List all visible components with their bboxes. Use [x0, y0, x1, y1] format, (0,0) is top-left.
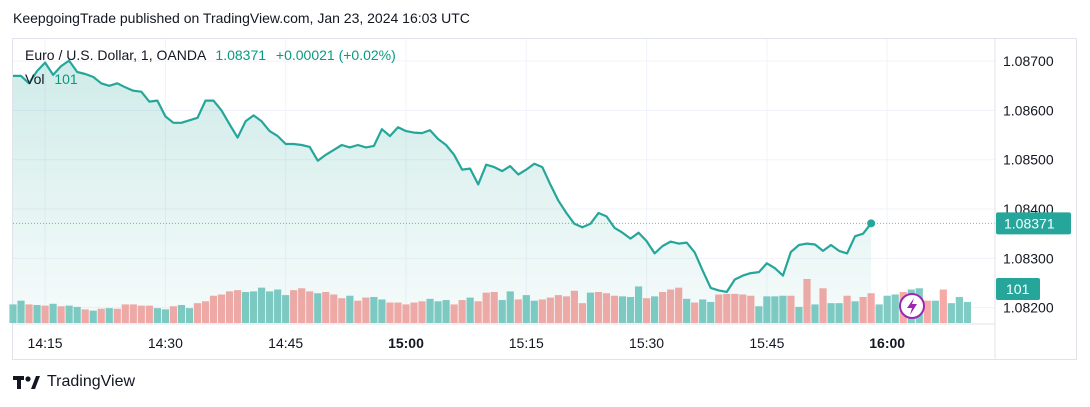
tradingview-logo-icon — [13, 376, 40, 389]
last-price-badge-label: 1.08371 — [1004, 215, 1055, 231]
publish-header-text: KeepgoingTrade published on TradingView.… — [13, 10, 470, 26]
price-change-value: +0.00021 (+0.02%) — [275, 47, 396, 63]
volume-bar — [939, 289, 947, 323]
volume-bar — [875, 304, 883, 323]
volume-legend[interactable]: Vol 101 — [25, 71, 78, 87]
series-legend[interactable]: Euro / U.S. Dollar, 1, OANDA 1.08371 +0.… — [25, 47, 396, 63]
y-tick-label: 1.08300 — [1003, 250, 1054, 266]
brand-footer[interactable]: TradingView — [13, 373, 135, 391]
volume-value: 101 — [54, 71, 78, 87]
x-tick-label: 16:00 — [869, 335, 905, 351]
last-price-dot — [867, 219, 876, 228]
y-tick-label: 1.08500 — [1003, 152, 1054, 168]
volume-bar — [947, 303, 955, 323]
volume-bar — [867, 293, 875, 323]
volume-bar — [955, 296, 963, 323]
x-tick-label: 15:15 — [509, 335, 544, 351]
x-tick-label: 15:00 — [388, 335, 424, 351]
last-volume-badge-label: 101 — [1006, 281, 1030, 297]
brand-name: TradingView — [47, 373, 136, 390]
price-area — [13, 60, 872, 323]
price-line — [13, 59, 872, 293]
x-tick-label: 14:30 — [148, 335, 183, 351]
lightning-bolt-icon — [907, 298, 917, 315]
publish-header: KeepgoingTrade published on TradingView.… — [13, 10, 470, 26]
symbol-label: Euro / U.S. Dollar, 1, OANDA — [25, 47, 206, 63]
last-volume-badge — [996, 278, 1040, 300]
x-tick-label: 15:30 — [629, 335, 664, 351]
volume-bar — [883, 295, 891, 323]
volume-bar — [923, 300, 931, 323]
y-tick-label: 1.08600 — [1003, 102, 1054, 118]
y-tick-label: 1.08200 — [1003, 300, 1054, 316]
volume-bar — [931, 300, 939, 323]
y-tick-label: 1.08700 — [1003, 53, 1054, 69]
volume-bar — [891, 294, 899, 323]
volume-bar — [963, 301, 971, 323]
chart-frame — [12, 38, 1077, 360]
x-tick-label: 14:45 — [268, 335, 303, 351]
last-price-badge — [996, 212, 1071, 235]
x-tick-label: 15:45 — [749, 335, 784, 351]
volume-label: Vol — [25, 71, 45, 87]
x-tick-label: 14:15 — [28, 335, 63, 351]
volume-bar — [9, 304, 17, 323]
last-price-value: 1.08371 — [215, 47, 267, 63]
